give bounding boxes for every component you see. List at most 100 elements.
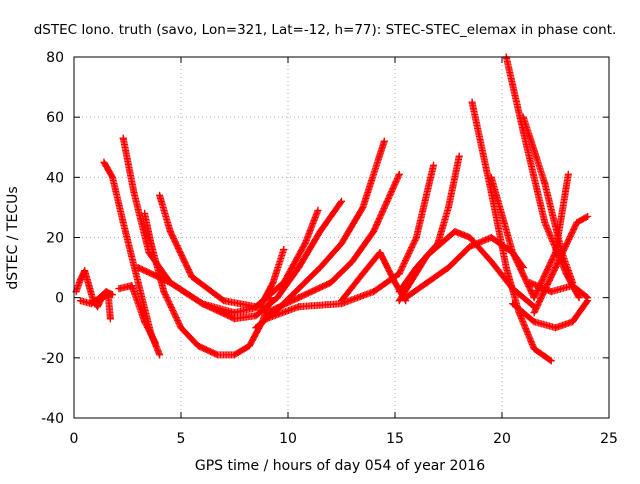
- data-point: [391, 279, 399, 287]
- data-point: [295, 303, 303, 311]
- data-point: [509, 300, 517, 308]
- data-point: [348, 258, 356, 266]
- series-21: [509, 297, 592, 332]
- data-point: [231, 351, 238, 359]
- data-point: [445, 203, 452, 211]
- data-point: [487, 258, 495, 266]
- data-point: [106, 315, 114, 323]
- data-point: [119, 134, 127, 142]
- data-point: [502, 264, 510, 272]
- data-point: [487, 173, 495, 181]
- data-point: [327, 279, 335, 287]
- data-point: [188, 273, 196, 281]
- data-point: [245, 342, 253, 350]
- data-point: [295, 285, 303, 293]
- data-point: [119, 218, 127, 226]
- data-point: [85, 282, 93, 290]
- data-point: [263, 315, 271, 323]
- series-19: [487, 170, 572, 302]
- data-point: [273, 294, 281, 302]
- series-2: [76, 288, 117, 308]
- data-point: [423, 252, 431, 260]
- x-tick-label: 15: [386, 431, 404, 447]
- data-point: [338, 240, 345, 248]
- chart-title: dSTEC Iono. truth (savo, Lon=321, Lat=-1…: [34, 22, 617, 38]
- data-point: [430, 161, 438, 169]
- data-point: [269, 279, 277, 287]
- data-point: [147, 240, 155, 248]
- data-point: [198, 300, 206, 308]
- data-point: [395, 170, 403, 178]
- series-1: [72, 267, 114, 323]
- data-point: [87, 300, 95, 308]
- data-point: [445, 264, 452, 272]
- data-point: [130, 188, 138, 196]
- data-point: [569, 318, 577, 326]
- data-point: [466, 234, 474, 241]
- data-point: [547, 288, 555, 296]
- data-point: [530, 345, 538, 353]
- x-tick-label: 10: [279, 431, 297, 447]
- data-point: [151, 339, 159, 347]
- x-tick-label: 20: [493, 431, 511, 447]
- data-point: [370, 227, 378, 235]
- y-tick-label: 60: [46, 110, 64, 126]
- series-8: [134, 197, 345, 323]
- data-point: [412, 234, 420, 241]
- data-point: [316, 227, 324, 235]
- data-point: [100, 158, 108, 166]
- data-point: [213, 351, 221, 359]
- series-5: [115, 282, 159, 347]
- y-tick-label: 80: [46, 50, 64, 66]
- data-point: [423, 279, 431, 287]
- data-point: [455, 152, 463, 160]
- series-trace: [115, 282, 159, 347]
- data-point: [231, 309, 238, 317]
- data-point: [177, 324, 185, 332]
- data-point: [370, 288, 378, 296]
- series-20: [530, 212, 592, 317]
- data-point: [220, 297, 228, 305]
- y-tick-label: 40: [46, 170, 64, 186]
- data-point: [134, 264, 142, 272]
- y-tick-label: -20: [41, 351, 64, 367]
- data-point: [128, 282, 136, 290]
- data-point: [280, 246, 288, 254]
- data-point: [115, 285, 123, 293]
- data-point: [569, 282, 577, 290]
- series-trace: [141, 209, 275, 359]
- data-point: [252, 312, 260, 320]
- data-point: [466, 243, 474, 251]
- data-point: [252, 324, 260, 332]
- data-point: [295, 294, 303, 302]
- data-point: [94, 303, 102, 311]
- data-point: [252, 303, 260, 311]
- data-point: [468, 98, 476, 106]
- series-trace: [263, 170, 403, 317]
- data-point: [487, 234, 495, 241]
- y-axis-label: dSTEC / TECUs: [5, 186, 21, 289]
- data-point: [194, 342, 202, 350]
- data-point: [160, 288, 168, 296]
- data-point: [156, 191, 164, 199]
- data-point: [552, 324, 559, 332]
- data-point: [584, 294, 592, 302]
- data-point: [166, 227, 174, 235]
- series-22: [526, 279, 592, 302]
- data-point: [109, 291, 117, 299]
- data-point: [519, 113, 527, 121]
- data-point: [338, 197, 345, 205]
- series-6: [141, 209, 275, 359]
- data-point: [359, 203, 367, 211]
- data-point: [76, 276, 84, 284]
- data-point: [166, 279, 174, 287]
- x-tick-label: 0: [70, 431, 79, 447]
- data-points: [72, 53, 592, 365]
- data-point: [547, 357, 555, 365]
- data-point: [156, 351, 164, 359]
- data-point: [81, 267, 89, 275]
- data-point: [530, 294, 538, 302]
- data-point: [376, 249, 384, 257]
- data-point: [509, 249, 517, 257]
